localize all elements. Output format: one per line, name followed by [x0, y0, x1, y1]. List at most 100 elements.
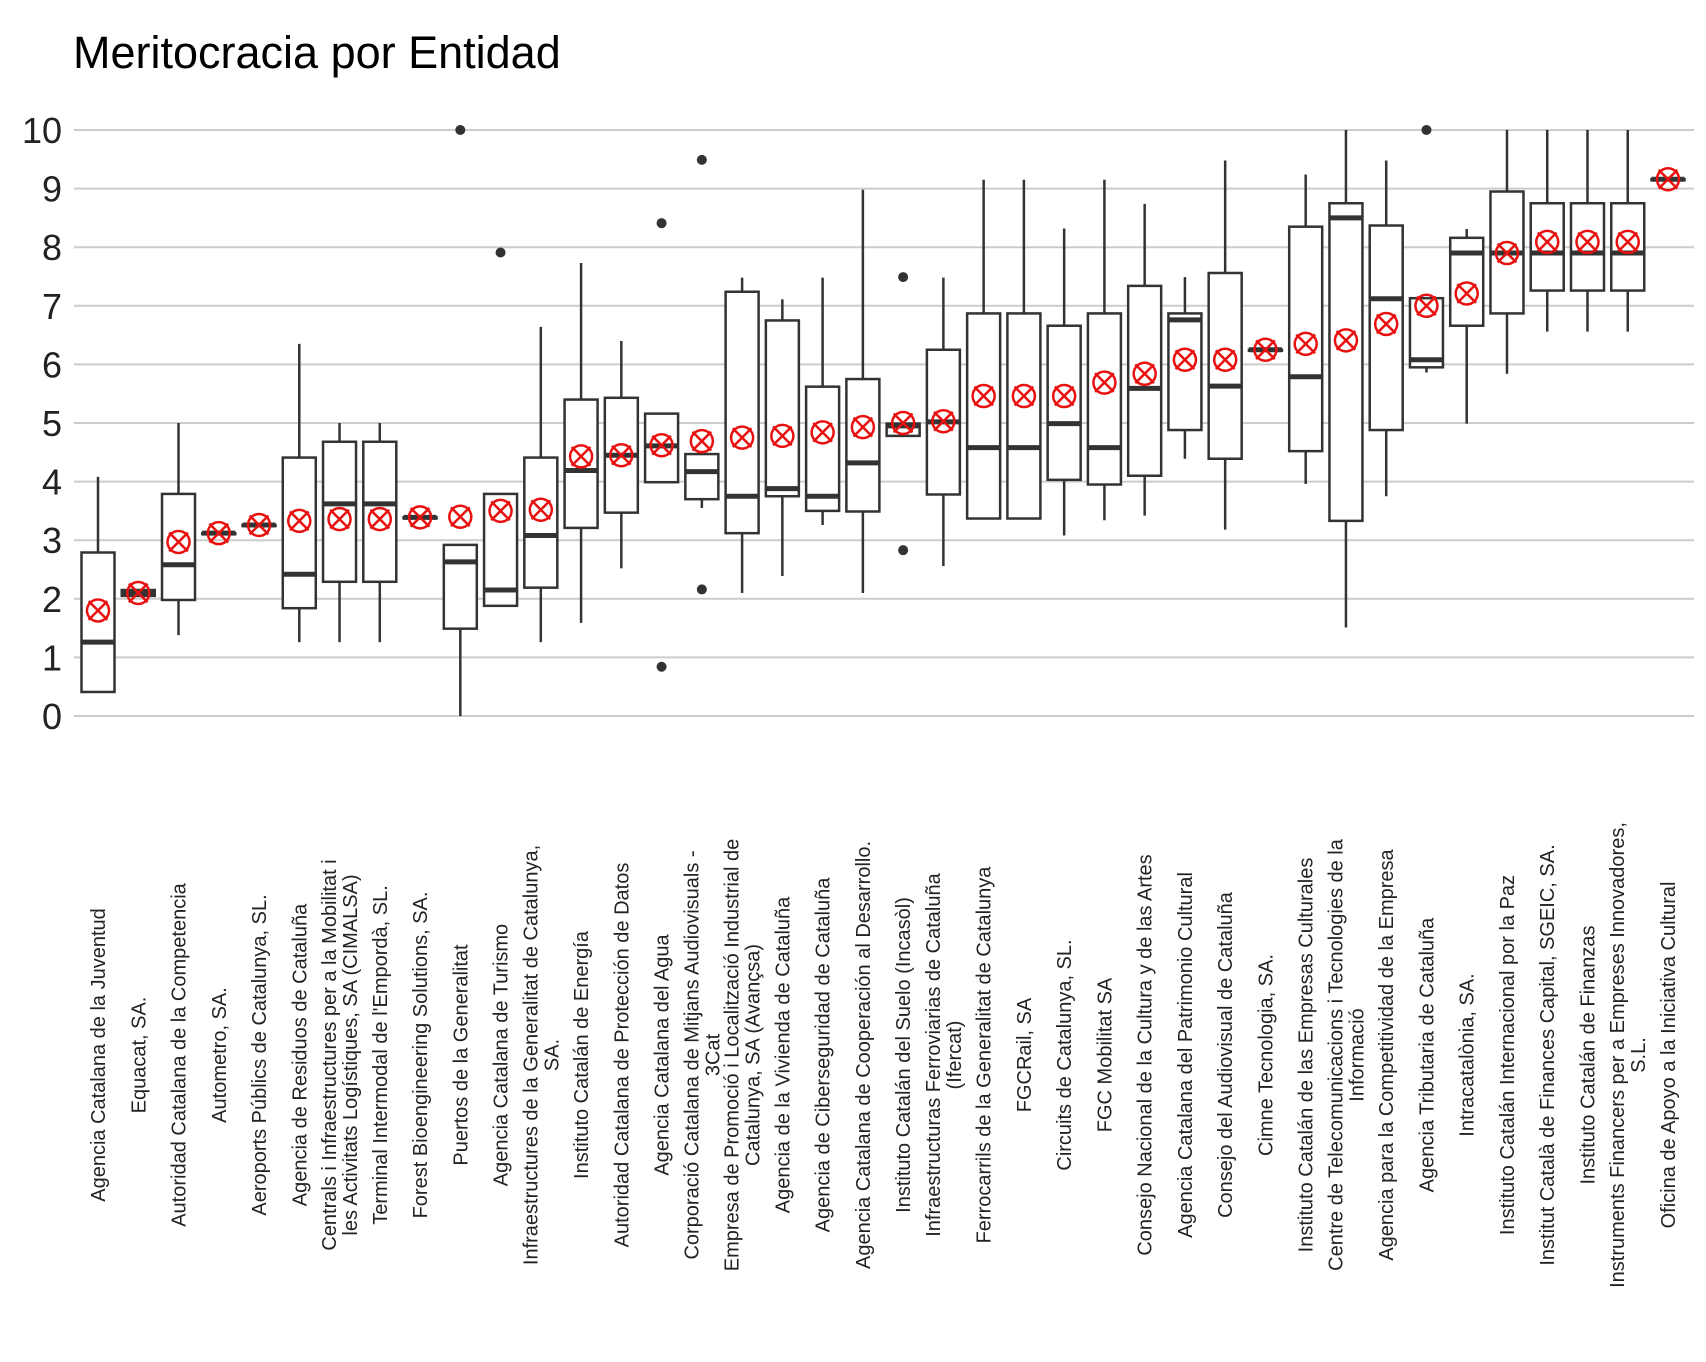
box-group — [442, 125, 479, 716]
box-group — [321, 423, 358, 643]
mean-cross — [1134, 363, 1155, 385]
box-group — [804, 277, 841, 525]
mean-marker — [1011, 383, 1037, 409]
mean-marker — [1655, 166, 1681, 192]
x-tick-label-line: les Activitats Logístiques, SA (CIMALSA) — [340, 874, 362, 1235]
x-tick-label: Instituto Catalán del Suelo (Incasòl) — [893, 897, 915, 1213]
mean-circle — [246, 512, 272, 538]
mean-marker — [810, 420, 835, 445]
mean-cross — [1375, 313, 1397, 335]
x-tick-label-line: Agencia Catalana de Cooperación al Desar… — [853, 841, 875, 1269]
mean-marker — [770, 423, 795, 449]
iqr-box — [804, 385, 841, 513]
mean-marker — [568, 444, 594, 469]
box-group — [80, 476, 116, 694]
x-tick-label-line: Cimne Tecnologia, SA. — [1255, 954, 1277, 1156]
x-tick-label-line: Autometro, SA. — [209, 987, 231, 1123]
mean-cross — [1577, 231, 1598, 253]
x-tick-label-line: Instituto Catalán del Suelo (Incasòl) — [893, 897, 915, 1213]
x-tick-label: Centrals i Infraestructures per a la Mob… — [319, 859, 362, 1250]
mean-cross — [772, 425, 793, 447]
x-tick-label-line: Infraestructures de la Generalitat de Ca… — [520, 845, 542, 1265]
mean-marker — [1575, 229, 1600, 255]
x-tick-label: Agencia de Ciberseguridad de Cataluña — [813, 877, 835, 1233]
mean-cross — [1496, 242, 1518, 264]
mean-marker — [1414, 293, 1439, 319]
box-group — [120, 580, 157, 606]
x-tick-label: Consejo Nacional de la Cultura y de las … — [1135, 854, 1157, 1255]
x-tick-label-line: Puertos de la Generalitat — [450, 944, 472, 1166]
mean-marker — [971, 383, 996, 409]
mean-marker — [367, 506, 393, 532]
mean-circle — [1011, 383, 1037, 409]
mean-marker — [488, 498, 513, 524]
box-group — [1328, 130, 1364, 628]
box-group — [1650, 166, 1686, 192]
x-tick-label-line: Terminal Intermodal de l'Empordà, SL. — [370, 885, 392, 1225]
x-tick-label: Agencia Catalana de la Juventud — [88, 908, 110, 1202]
mean-marker — [1212, 347, 1238, 372]
x-tick-label-line: Consejo del Audiovisual de Cataluña — [1215, 891, 1237, 1218]
y-tick-label: 7 — [42, 286, 62, 327]
box-group — [201, 520, 237, 546]
x-tick-label: Instituto Catalán de Energía — [571, 930, 593, 1179]
mean-cross — [530, 499, 552, 520]
y-tick-label: 6 — [42, 344, 62, 385]
box-group — [643, 218, 680, 672]
mean-cross — [611, 444, 632, 466]
mean-marker — [206, 520, 232, 546]
mean-marker — [1172, 347, 1198, 372]
box-group — [1086, 179, 1123, 521]
box-group — [1046, 228, 1082, 536]
mean-circle — [1615, 229, 1640, 255]
x-tick-label-line: Agencia Catalana del Agua — [652, 933, 674, 1175]
mean-cross — [329, 508, 350, 530]
mean-circle — [488, 498, 513, 524]
mean-circle — [1655, 166, 1681, 192]
mean-circle — [689, 428, 715, 454]
x-tick-label: Corporació Catalana de Mitjans Audiovisu… — [681, 850, 724, 1259]
mean-cross — [892, 412, 914, 434]
mean-marker — [1373, 311, 1399, 337]
x-tick-label-line: Agencia de Ciberseguridad de Cataluña — [813, 877, 835, 1233]
box-group — [1126, 203, 1163, 516]
x-tick-label: Agencia Catalana de Turismo — [491, 924, 513, 1186]
mean-cross — [289, 510, 310, 532]
x-tick-label: Agencia de la Vivienda de Cataluña — [772, 896, 794, 1213]
box-group — [684, 154, 720, 595]
mean-circle — [1414, 293, 1439, 319]
box-group — [1247, 337, 1284, 362]
x-tick-label-line: Agencia Catalana de Turismo — [491, 924, 513, 1186]
mean-marker — [287, 508, 312, 534]
box-group — [603, 340, 640, 569]
box-group — [1448, 229, 1485, 424]
box-group — [1006, 179, 1042, 520]
box-group — [764, 299, 801, 576]
x-tick-label: Instituto Catalán de Finanzas — [1577, 925, 1599, 1184]
mean-marker — [1293, 331, 1318, 357]
iqr-box — [1569, 202, 1606, 292]
mean-cross — [812, 422, 833, 443]
mean-cross — [1013, 385, 1035, 407]
x-tick-label-line: Catalunya, SA (Avançsa) — [743, 944, 765, 1166]
x-tick-label-line: Agencia Catalana de la Juventud — [88, 908, 110, 1202]
box-group — [1287, 174, 1324, 484]
mean-marker — [1454, 281, 1479, 306]
y-tick-label: 4 — [42, 462, 62, 503]
x-tick-label: Infraestructures de la Generalitat de Ca… — [520, 845, 563, 1265]
mean-cross — [570, 446, 592, 467]
x-tick-label: Equacat, SA. — [128, 997, 150, 1114]
x-tick-label: Intracatalònia, SA. — [1457, 973, 1479, 1136]
mean-circle — [1293, 331, 1318, 357]
x-tick-label: Instituto Catalán de las Empresas Cultur… — [1296, 858, 1318, 1253]
x-tick-label-line: Agencia Catalana del Patrimonio Cultural — [1175, 872, 1197, 1238]
iqr-box — [1328, 202, 1364, 523]
x-tick-label: Agencia Tributaria de Cataluña — [1416, 917, 1438, 1192]
mean-cross — [1214, 349, 1236, 370]
mean-marker — [327, 506, 352, 532]
mean-circle — [1454, 281, 1479, 306]
mean-cross — [1053, 385, 1075, 407]
x-tick-label-line: Agencia de la Vivienda de Cataluña — [772, 896, 794, 1213]
x-tick-label-line: Forest Bioengineering Solutions, SA. — [410, 892, 432, 1219]
x-tick-label: Aeroports Públics de Catalunya, SL. — [249, 894, 271, 1215]
